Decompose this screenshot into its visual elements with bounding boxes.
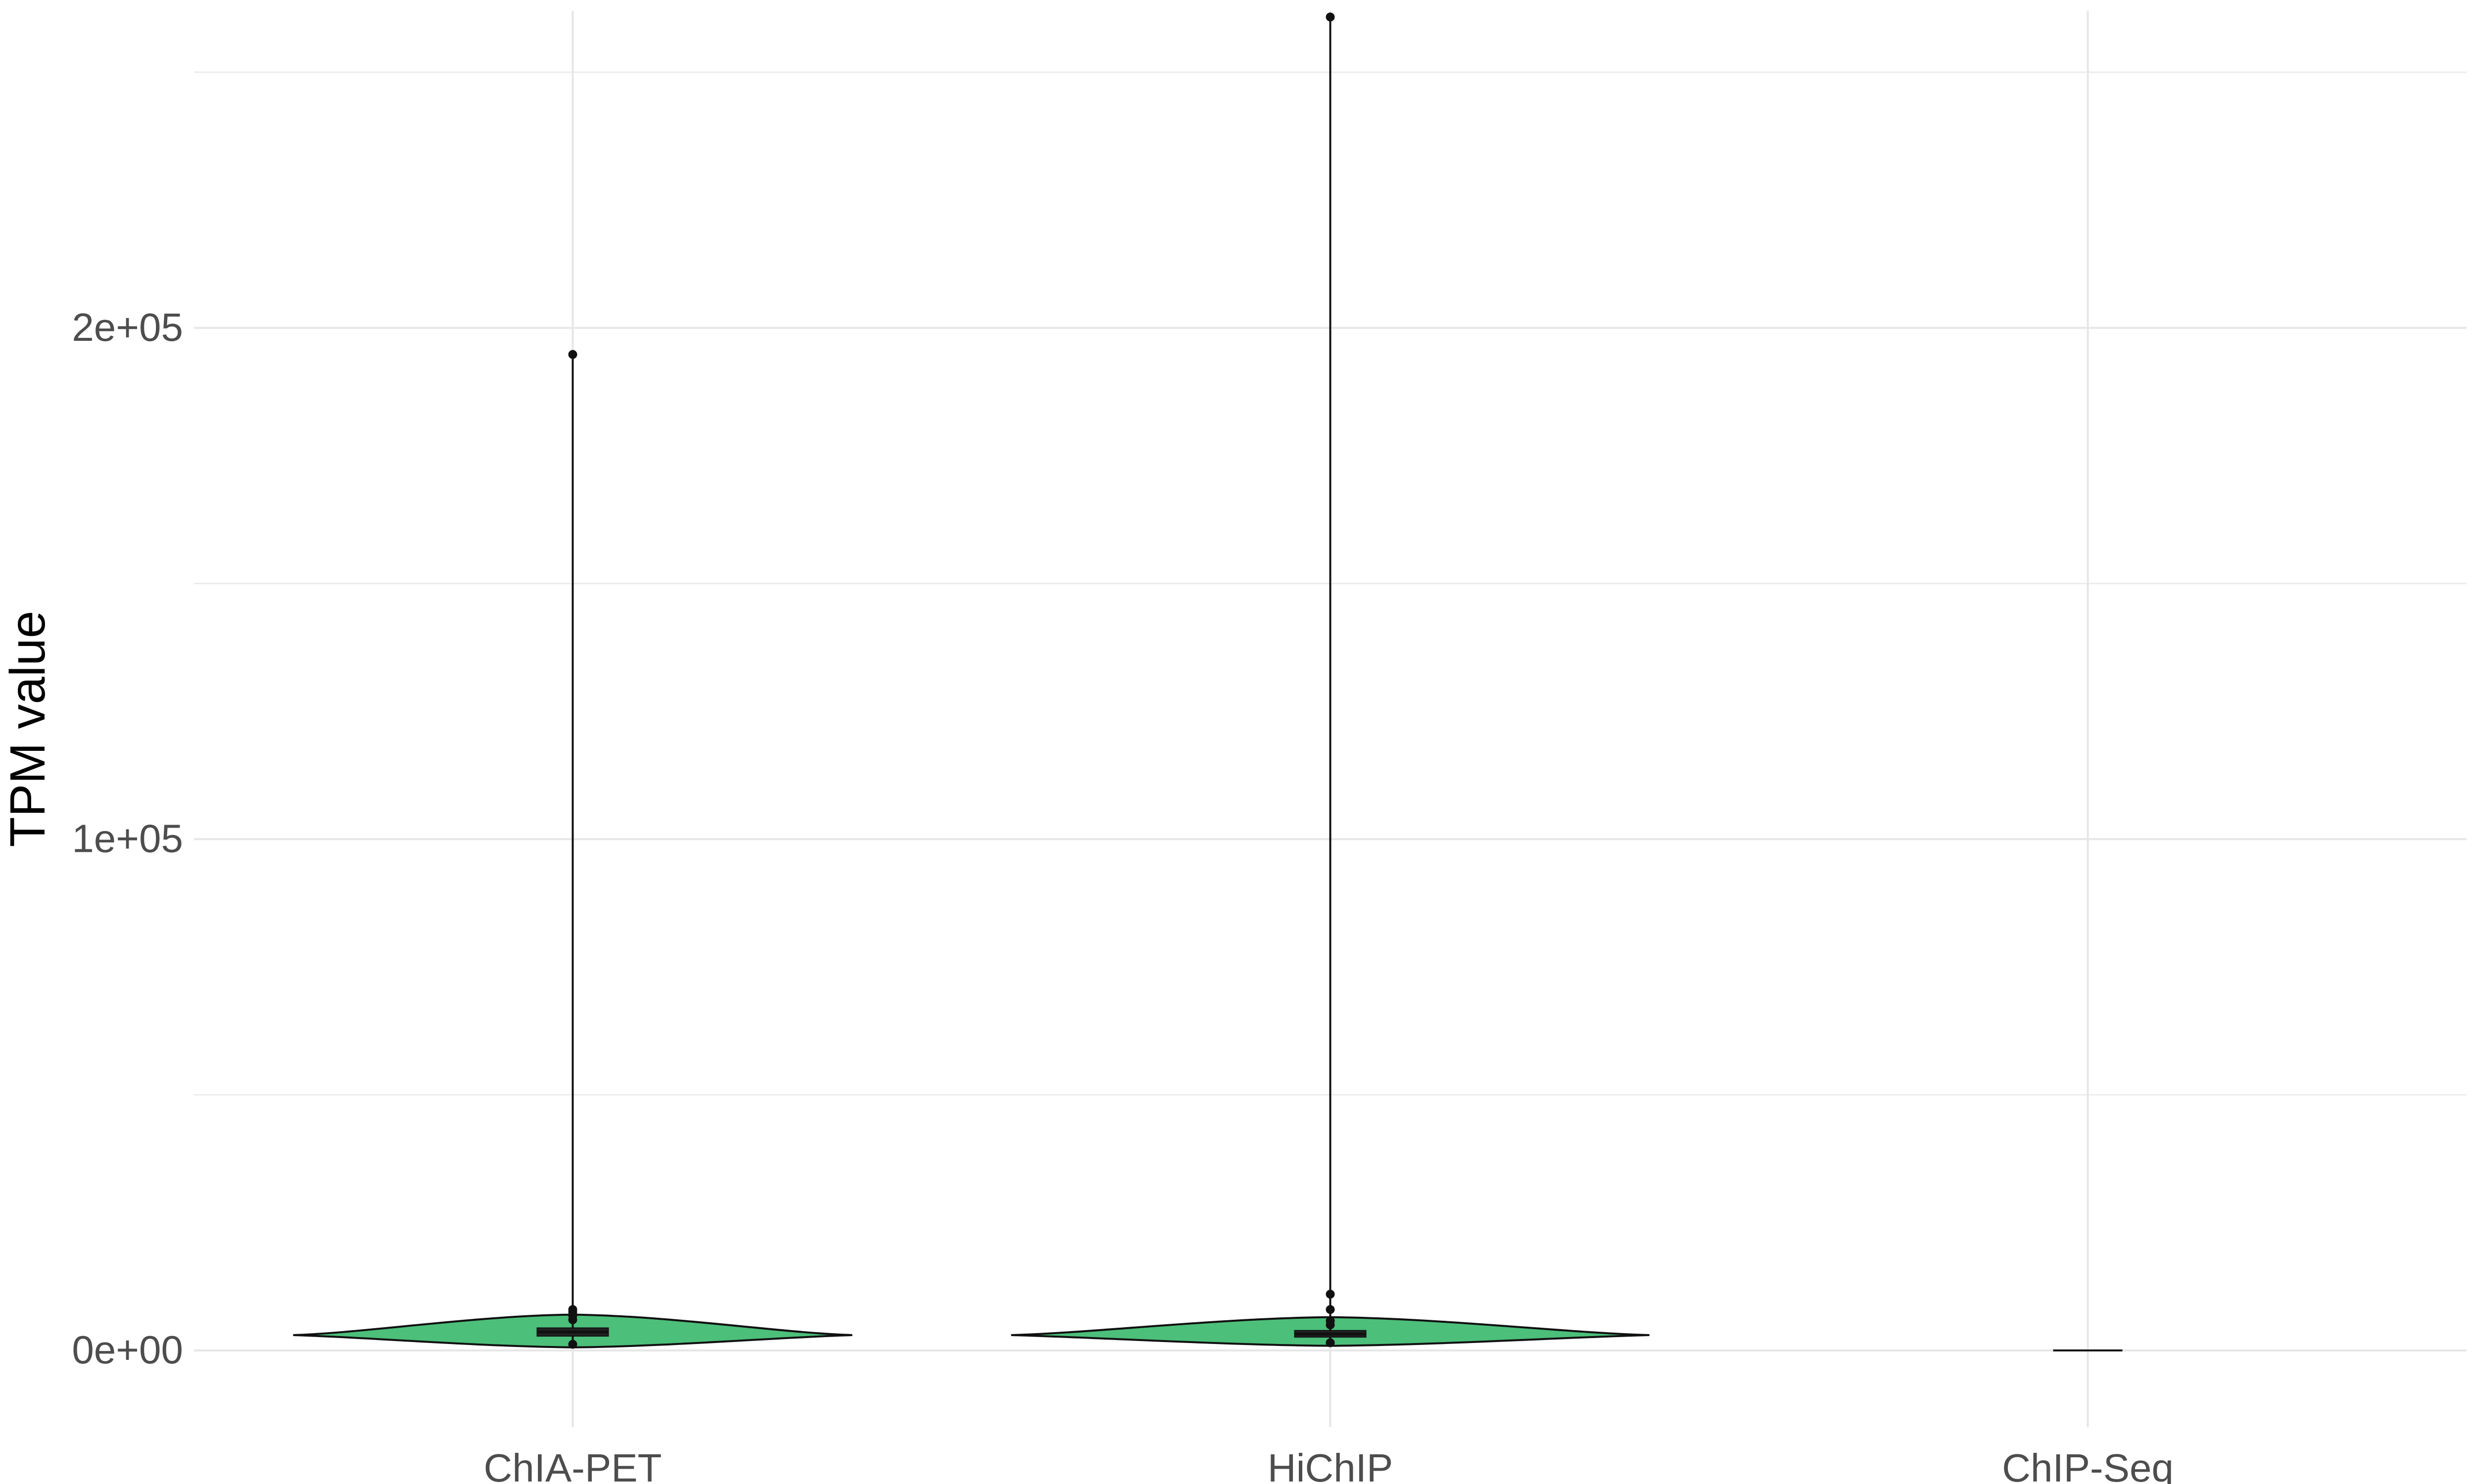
outlier-point bbox=[568, 1340, 577, 1349]
outlier-point bbox=[1326, 1305, 1335, 1314]
outlier-point bbox=[1326, 1316, 1335, 1326]
outlier-point bbox=[568, 1305, 577, 1314]
outlier-point bbox=[568, 350, 577, 359]
y-axis-title: TPM value bbox=[0, 611, 55, 847]
y-tick-label: 1e+05 bbox=[72, 816, 183, 860]
x-tick-label: HiChIP bbox=[1268, 1446, 1393, 1484]
x-tick-label: ChIP-Seq bbox=[2002, 1446, 2174, 1484]
y-tick-label: 2e+05 bbox=[72, 305, 183, 349]
outlier-point bbox=[1326, 1338, 1335, 1347]
outlier-point bbox=[1326, 12, 1335, 22]
y-tick-label: 0e+00 bbox=[72, 1328, 183, 1372]
outlier-point bbox=[1326, 1290, 1335, 1299]
x-tick-label: ChIA-PET bbox=[483, 1446, 662, 1484]
